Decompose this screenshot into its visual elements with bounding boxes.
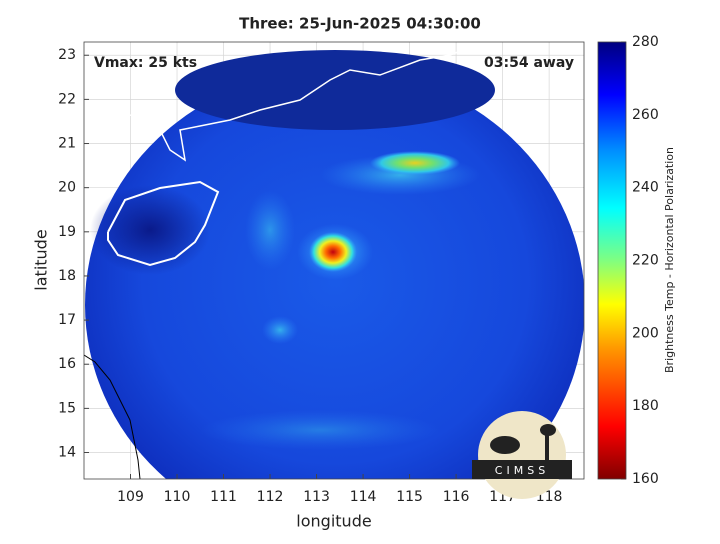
annotation: Vmax: 25 kts	[94, 55, 197, 71]
x-tick-label: 116	[443, 489, 470, 505]
x-tick-label: 110	[164, 489, 191, 505]
y-tick-label: 14	[58, 445, 76, 461]
colorbar-tick-label: 220	[632, 253, 659, 269]
y-tick-label: 15	[58, 400, 76, 416]
x-tick-label: 115	[396, 489, 423, 505]
plot-frame	[83, 41, 585, 480]
x-axis-label: longitude	[296, 512, 371, 531]
x-tick-label: 109	[117, 489, 144, 505]
y-tick-label: 20	[58, 180, 76, 196]
y-tick-label: 23	[58, 47, 76, 63]
y-tick-label: 18	[58, 268, 76, 284]
x-tick-label: 111	[210, 489, 237, 505]
chart-title: Three: 25-Jun-2025 04:30:00	[239, 15, 481, 33]
y-tick-label: 16	[58, 356, 76, 372]
y-tick-label: 22	[58, 91, 76, 107]
y-tick-label: 21	[58, 136, 76, 152]
axis-ticks: 109 110 111 112 113 114 115 116 117 1181415161718…	[58, 34, 659, 505]
colorbar-tick-label: 160	[632, 471, 659, 487]
colorbar-tick-label: 260	[632, 107, 659, 123]
colorbar-tick-label: 240	[632, 180, 659, 196]
y-axis-label: latitude	[32, 229, 51, 290]
colorbar-tick-label: 200	[632, 325, 659, 341]
logo: CIMSS	[472, 411, 572, 499]
colorbar	[597, 41, 627, 480]
colorbar-label: Brightness Temp - Horizontal Polarizatio…	[663, 147, 676, 373]
logo-text: CIMSS	[495, 464, 549, 477]
colorbar-tick-label: 180	[632, 398, 659, 414]
x-tick-label: 114	[350, 489, 377, 505]
colorbar-tick-label: 280	[632, 34, 659, 50]
x-tick-label: 112	[257, 489, 284, 505]
annotation: 03:54 away	[484, 55, 574, 71]
swath	[84, 42, 584, 479]
y-tick-label: 17	[58, 312, 76, 328]
y-tick-label: 19	[58, 224, 76, 240]
x-tick-label: 113	[303, 489, 330, 505]
